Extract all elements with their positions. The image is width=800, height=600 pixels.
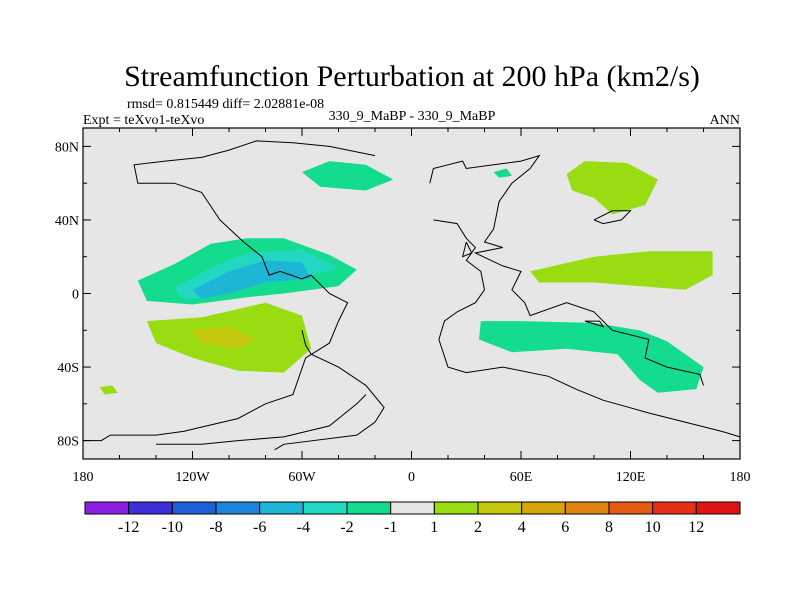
colorbar-level-label: 6 bbox=[561, 519, 569, 536]
colorbar-box bbox=[346, 501, 392, 515]
coastline-7 bbox=[584, 320, 605, 328]
coastline-1 bbox=[274, 330, 385, 451]
map-plot-area: 180 120W 60W 0 60E 120E 180 80N 40N 0 40S 80S bbox=[55, 127, 751, 485]
y-tick-label: 40N bbox=[55, 214, 79, 229]
colorbar-level-label: -8 bbox=[209, 519, 222, 536]
x-tick-label: 60E bbox=[510, 470, 533, 485]
colorbar-level-label: 12 bbox=[688, 519, 704, 536]
x-axis-labels: 180 120W 60W 0 60E 120E 180 bbox=[73, 470, 751, 485]
colorbar-level-label: -12 bbox=[118, 519, 139, 536]
colorbar-box bbox=[259, 501, 304, 515]
colorbar-labels: -12 -10 -8 -6 -4 -2 -1 1 2 4 6 8 10 12 bbox=[118, 519, 704, 536]
y-tick-label: 80N bbox=[55, 140, 79, 155]
x-tick-label: 120E bbox=[616, 470, 646, 485]
coastline-3 bbox=[429, 154, 704, 386]
x-tick-label: 180 bbox=[73, 470, 94, 485]
colorbar-box bbox=[302, 501, 348, 515]
colorbar-box bbox=[608, 501, 654, 515]
colorbar-level-label: -2 bbox=[340, 519, 353, 536]
colorbar-box bbox=[171, 501, 217, 515]
x-tick-label: 180 bbox=[730, 470, 751, 485]
contour-central-pacific-neg3 bbox=[192, 260, 312, 299]
colorbar-level-label: -4 bbox=[297, 519, 310, 536]
y-tick-label: 40S bbox=[57, 361, 79, 376]
colorbar-box bbox=[695, 501, 741, 515]
colorbar-box bbox=[521, 501, 566, 515]
coastline-2 bbox=[156, 394, 367, 445]
y-axis-labels: 80N 40N 0 40S 80S bbox=[55, 140, 79, 449]
stats-label: rmsd= 0.815449 diff= 2.02881e-08 bbox=[127, 97, 324, 112]
contour-small-pos-south-pacific bbox=[99, 385, 118, 395]
experiment-label: Expt = teXvo1-teXvo bbox=[83, 113, 204, 128]
contour-arctic-neg-small bbox=[493, 168, 512, 178]
y-tick-label: 0 bbox=[72, 288, 79, 303]
colorbar-box bbox=[84, 501, 130, 515]
x-tick-label: 120W bbox=[175, 470, 210, 485]
coastlines bbox=[83, 140, 741, 451]
contour-north-pacific-neg bbox=[302, 161, 394, 191]
colorbar-level-label: 8 bbox=[605, 519, 613, 536]
colorbar-box bbox=[433, 501, 479, 515]
colorbar-level-label: -1 bbox=[384, 519, 397, 536]
coastline-6 bbox=[461, 241, 473, 258]
coastline-5 bbox=[593, 210, 632, 225]
colorbar-level-label: 2 bbox=[474, 519, 482, 536]
contour-east-asia-pos bbox=[566, 161, 658, 215]
y-tick-label: 80S bbox=[57, 435, 79, 450]
colorbar-box bbox=[215, 501, 261, 515]
contour-indian-ocean-pos bbox=[530, 251, 713, 290]
season-label: ANN bbox=[710, 113, 740, 128]
colorbar-box bbox=[652, 501, 697, 515]
colorbar-box bbox=[390, 501, 435, 515]
colorbar-level-label: 4 bbox=[518, 519, 526, 536]
comparison-label: 330_9_MaBP - 330_9_MaBP bbox=[329, 109, 496, 124]
colorbar-box bbox=[564, 501, 610, 515]
axis-ticks bbox=[82, 128, 741, 459]
colorbar bbox=[84, 501, 741, 515]
colorbar-box bbox=[477, 501, 523, 515]
chart-title: Streamfunction Perturbation at 200 hPa (… bbox=[124, 60, 700, 93]
colorbar-level-label: -6 bbox=[253, 519, 266, 536]
colorbar-level-label: -10 bbox=[162, 519, 183, 536]
coastline-4 bbox=[433, 219, 741, 438]
colorbar-box bbox=[128, 501, 173, 515]
colorbar-level-label: 10 bbox=[645, 519, 661, 536]
x-tick-label: 60W bbox=[288, 470, 316, 485]
colorbar-level-label: 1 bbox=[430, 519, 438, 536]
coastline-0 bbox=[83, 140, 376, 442]
contour-south-pacific-pos2 bbox=[192, 326, 257, 349]
x-tick-label: 0 bbox=[408, 470, 415, 485]
